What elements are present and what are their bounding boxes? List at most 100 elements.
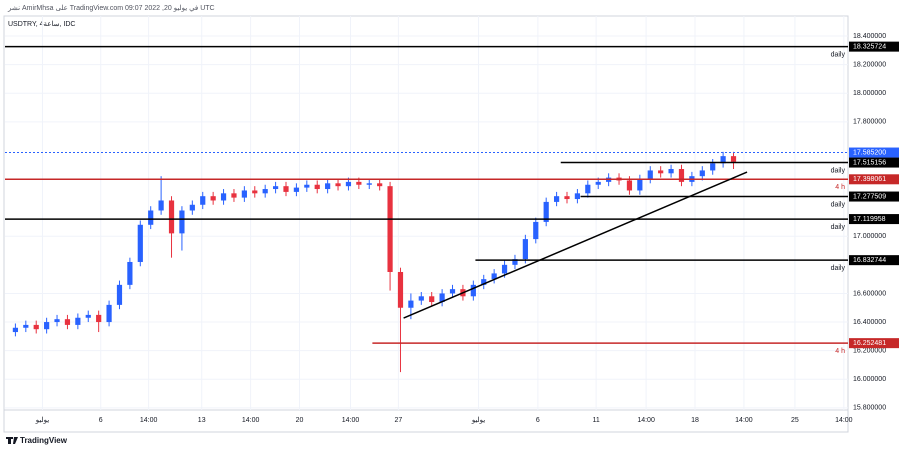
- price-label-box: [849, 338, 899, 349]
- candle-body: [220, 193, 227, 201]
- y-tick-label: 18.400000: [853, 33, 886, 40]
- price-label: 18.325724: [853, 43, 886, 50]
- candle-body: [595, 181, 601, 185]
- candle-body: [137, 224, 143, 262]
- candle-body: [314, 184, 320, 190]
- candle-body: [231, 193, 237, 198]
- publisher: نشر AmirMhsa على TradingView.com في يولي…: [7, 4, 215, 12]
- level-tag: 4 h: [835, 348, 845, 355]
- price-label-box: [849, 157, 899, 168]
- brand-logo: [6, 437, 18, 444]
- candle-body: [470, 284, 476, 297]
- candle-body: [449, 289, 456, 294]
- price-label: 17.277509: [853, 193, 886, 200]
- level-tag: 4 h: [835, 184, 845, 191]
- candle-body: [356, 181, 362, 185]
- trendline: [403, 171, 748, 319]
- candle-body: [678, 169, 685, 182]
- level-tag: daily: [831, 224, 846, 231]
- candle-body: [189, 204, 195, 211]
- candle-body: [85, 314, 91, 318]
- candle-body: [345, 181, 352, 187]
- candle-body: [720, 156, 726, 164]
- level-tag: daily: [831, 201, 846, 208]
- candle-body: [658, 170, 664, 174]
- candle-body: [33, 324, 39, 330]
- level-tag: daily: [831, 167, 846, 174]
- price-label-box: [849, 191, 899, 202]
- candle-body: [54, 319, 60, 323]
- candle-body: [418, 296, 424, 301]
- candle-body: [23, 324, 29, 328]
- price-label: 16.832744: [853, 257, 886, 264]
- candle-body: [501, 264, 508, 274]
- x-tick-label: 13: [198, 417, 206, 424]
- candle-body: [335, 183, 341, 187]
- candle-body: [429, 296, 435, 303]
- candle-body: [96, 314, 102, 323]
- candle-body: [64, 319, 71, 325]
- y-tick-label: 16.600000: [853, 290, 886, 297]
- x-tick-label: 14:00: [342, 417, 360, 424]
- candle-body: [116, 284, 123, 305]
- candle-body: [325, 183, 331, 190]
- candle-body: [366, 183, 372, 185]
- x-tick-label: 27: [395, 417, 403, 424]
- candle-body: [262, 189, 268, 194]
- y-tick-label: 15.800000: [853, 405, 886, 412]
- candle-body: [272, 186, 279, 190]
- candle-body: [304, 184, 310, 188]
- candle-body: [127, 261, 133, 285]
- candle-body: [148, 210, 154, 225]
- x-tick-label: 6: [536, 417, 540, 424]
- candle-body: [179, 210, 185, 234]
- price-label: 17.398061: [853, 176, 886, 183]
- x-tick-label: 14:00: [735, 417, 753, 424]
- price-label-box: [849, 255, 899, 266]
- candle-body: [553, 196, 560, 202]
- x-tick-label: 14:00: [242, 417, 260, 424]
- y-tick-label: 18.000000: [853, 90, 886, 97]
- candle-body: [377, 183, 383, 187]
- candle-body: [200, 196, 206, 205]
- candle-body: [439, 293, 445, 303]
- candle-body: [397, 271, 404, 308]
- y-tick-label: 16.400000: [853, 319, 886, 326]
- price-label-box: [849, 174, 899, 185]
- candle-body: [408, 300, 414, 308]
- candle-body: [293, 187, 300, 192]
- level-tag: daily: [831, 265, 846, 272]
- candle-body: [699, 170, 705, 177]
- x-tick-label: يوليو: [35, 416, 49, 424]
- y-tick-label: 18.200000: [853, 61, 886, 68]
- price-label-box: [849, 214, 899, 225]
- candle-body: [626, 180, 633, 191]
- candle-body: [158, 200, 164, 211]
- y-tick-label: 17.800000: [853, 119, 886, 126]
- candle-body: [241, 190, 247, 198]
- x-tick-label: يوليو: [471, 416, 485, 424]
- y-tick-label: 16.000000: [853, 376, 886, 383]
- candle-body: [710, 163, 716, 171]
- x-tick-label: 20: [296, 417, 304, 424]
- candle-body: [574, 193, 581, 200]
- candle-body: [585, 184, 591, 194]
- x-tick-label: 14:00: [637, 417, 655, 424]
- candle-body: [12, 327, 19, 333]
- candle-body: [210, 196, 216, 201]
- x-tick-label: 18: [691, 417, 699, 424]
- y-tick-label: 16.200000: [853, 347, 886, 354]
- candle-body: [522, 239, 528, 260]
- x-tick-label: 6: [99, 417, 103, 424]
- candle-body: [637, 179, 643, 191]
- candle-body: [481, 279, 487, 285]
- candle-body: [387, 186, 393, 272]
- candle-body: [75, 317, 81, 325]
- x-tick-label: 25: [791, 417, 799, 424]
- level-tag: daily: [831, 51, 846, 58]
- x-tick-label: 11: [593, 417, 600, 424]
- price-label: 16.252481: [853, 340, 886, 347]
- price-label: 17.515156: [853, 159, 886, 166]
